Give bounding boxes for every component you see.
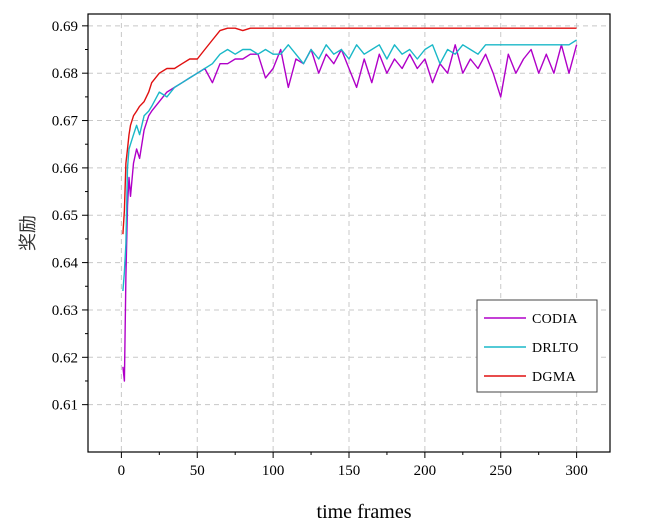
series-line-drlto (122, 39, 577, 292)
legend: CODIA DRLTO DGMA (476, 299, 598, 393)
series-line-codia (122, 44, 578, 382)
grid-lines (88, 14, 610, 452)
y-tick-label: 0.69 (52, 19, 78, 35)
y-tick-label: 0.61 (52, 398, 78, 414)
x-tick-label: 200 (414, 463, 437, 479)
y-axis-title: 奖励 (18, 215, 39, 251)
legend-items: CODIA DRLTO DGMA (484, 312, 579, 385)
y-tick-label: 0.64 (52, 256, 79, 272)
x-tick-label: 100 (262, 463, 285, 479)
x-tick-label: 50 (190, 463, 205, 479)
y-tick-label: 0.68 (52, 66, 78, 82)
x-tick-label: 0 (118, 463, 126, 479)
x-tick-label: 150 (338, 463, 361, 479)
x-tick-label: 250 (489, 463, 512, 479)
x-tick-label: 300 (565, 463, 588, 479)
x-axis-title: time frames (317, 501, 412, 523)
series-line-dgma (122, 27, 577, 235)
y-tick-label: 0.63 (52, 303, 78, 319)
y-axis-ticks: 0.61 0.62 0.63 0.64 0.65 0.66 0.67 0.68 0.69 (52, 19, 88, 414)
y-tick-label: 0.67 (52, 114, 79, 130)
legend-label-drlto: DRLTO (532, 341, 579, 356)
y-tick-label: 0.62 (52, 350, 78, 366)
x-axis-ticks: 0 50 100 150 200 250 300 (118, 452, 588, 479)
legend-label-codia: CODIA (532, 312, 578, 327)
y-tick-label: 0.65 (52, 208, 78, 224)
y-tick-label: 0.66 (52, 161, 79, 177)
series-layer (122, 27, 578, 382)
legend-label-dgma: DGMA (532, 370, 577, 385)
